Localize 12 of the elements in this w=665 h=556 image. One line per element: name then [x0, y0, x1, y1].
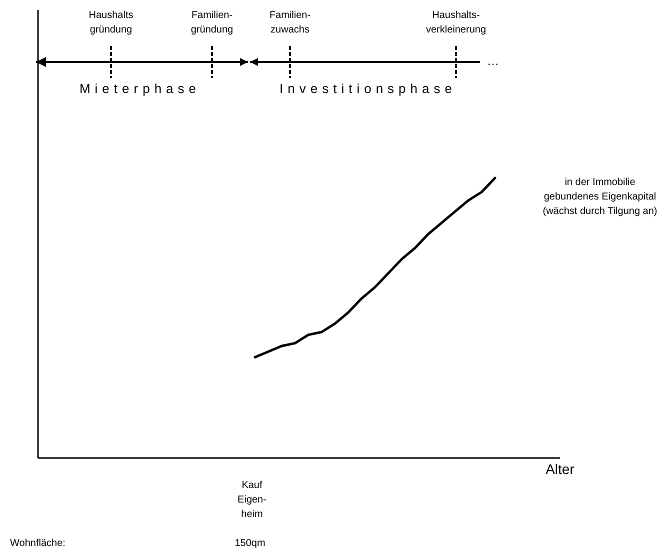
text: Investitionsphase: [280, 81, 456, 96]
text: Familien- gründung: [190, 10, 234, 36]
text: Familien- zuwachs: [269, 10, 311, 36]
text: Mieterphase: [79, 81, 201, 96]
text: Haushalts- verkleinerung: [426, 10, 486, 36]
text: Kauf Eigen- heim: [238, 480, 266, 520]
x-axis-title: Alter: [546, 461, 575, 477]
text: …: [487, 54, 499, 68]
text: 150qm: [234, 538, 266, 549]
text: Wohnfläche:: [10, 538, 66, 549]
text: in der Immobilie gebundenes Eigenkapital (wächst durch Tilgung an): [542, 177, 658, 217]
text: Haushalts gründung: [88, 10, 134, 36]
